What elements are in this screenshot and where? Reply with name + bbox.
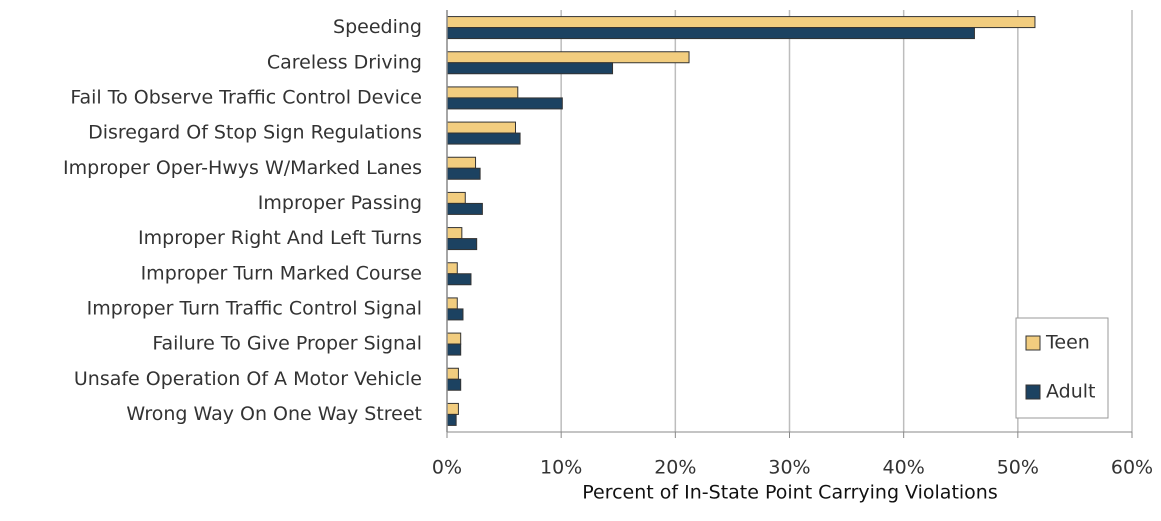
bar bbox=[446, 156, 477, 169]
x-tick-label: 20% bbox=[654, 457, 696, 479]
y-tick-label: Careless Driving bbox=[267, 51, 422, 73]
bar bbox=[446, 367, 459, 380]
bar bbox=[446, 262, 458, 275]
bar bbox=[446, 86, 519, 99]
x-tick-label: 0% bbox=[432, 457, 462, 479]
bar bbox=[446, 121, 516, 134]
y-tick-label: Fail To Observe Traffic Control Device bbox=[70, 86, 422, 108]
legend-box bbox=[1015, 317, 1109, 419]
bar bbox=[446, 402, 459, 415]
legend-label: Teen bbox=[1045, 332, 1090, 354]
x-tick-label: 50% bbox=[997, 457, 1039, 479]
bar bbox=[446, 227, 463, 240]
y-tick-label: Improper Turn Marked Course bbox=[141, 262, 422, 284]
legend-swatch bbox=[1025, 384, 1041, 400]
legend-swatch bbox=[1025, 335, 1041, 351]
bar bbox=[446, 97, 563, 110]
bar bbox=[446, 343, 462, 356]
bar bbox=[446, 273, 472, 286]
bar bbox=[446, 191, 466, 204]
x-tick-label: 30% bbox=[768, 457, 810, 479]
bar bbox=[446, 308, 464, 321]
y-tick-label: Improper Right And Left Turns bbox=[138, 227, 422, 249]
bar bbox=[446, 51, 690, 64]
y-tick-label: Improper Turn Traffic Control Signal bbox=[87, 297, 422, 319]
y-tick-label: Unsafe Operation Of A Motor Vehicle bbox=[74, 368, 422, 390]
x-axis-title: Percent of In-State Point Carrying Viola… bbox=[582, 482, 998, 504]
x-tick-label: 10% bbox=[540, 457, 582, 479]
y-tick-label: Improper Passing bbox=[258, 192, 422, 214]
bar bbox=[446, 238, 478, 251]
bar bbox=[446, 132, 521, 145]
x-tick-label: 60% bbox=[1111, 457, 1153, 479]
y-tick-label: Wrong Way On One Way Street bbox=[126, 403, 422, 425]
bar bbox=[446, 297, 458, 310]
bar bbox=[446, 413, 457, 426]
bar bbox=[446, 202, 483, 215]
legend-label: Adult bbox=[1046, 381, 1096, 403]
bar bbox=[446, 332, 462, 345]
bar bbox=[446, 378, 462, 391]
bar bbox=[446, 16, 1036, 29]
bar bbox=[446, 167, 481, 180]
y-tick-label: Disregard Of Stop Sign Regulations bbox=[88, 122, 422, 144]
bar bbox=[446, 62, 614, 75]
x-tick-label: 40% bbox=[883, 457, 925, 479]
y-tick-label: Improper Oper-Hwys W/Marked Lanes bbox=[63, 157, 422, 179]
y-tick-label: Failure To Give Proper Signal bbox=[152, 333, 422, 355]
y-tick-label: Speeding bbox=[333, 16, 422, 38]
bar bbox=[446, 27, 975, 40]
